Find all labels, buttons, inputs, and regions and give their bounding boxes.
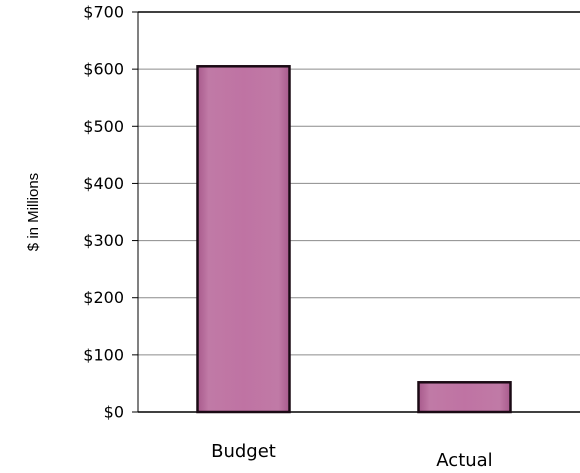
y-axis-title: $ in Millions (25, 173, 42, 251)
y-tick-label: $400 (83, 174, 124, 193)
y-tick-label: $200 (83, 288, 124, 307)
y-tick-label: $0 (104, 403, 124, 422)
y-tick-label: $600 (83, 60, 124, 79)
bar-rect (417, 381, 512, 414)
y-tick-label: $100 (83, 345, 124, 364)
x-category-label: Actual (436, 450, 492, 471)
y-tick-label: $300 (83, 231, 124, 250)
y-tick-labels: $0 $100 $200 $300 $400 $500 $600 $700 (83, 3, 124, 422)
bar-budget (196, 65, 291, 414)
y-tick-label: $700 (83, 3, 124, 22)
y-tick-label: $500 (83, 117, 124, 136)
x-category-labels: Budget Actual (211, 441, 493, 471)
x-category-label: Budget (211, 441, 276, 462)
bar-actual (417, 381, 512, 414)
bars (196, 65, 512, 414)
bar-rect (196, 65, 291, 414)
